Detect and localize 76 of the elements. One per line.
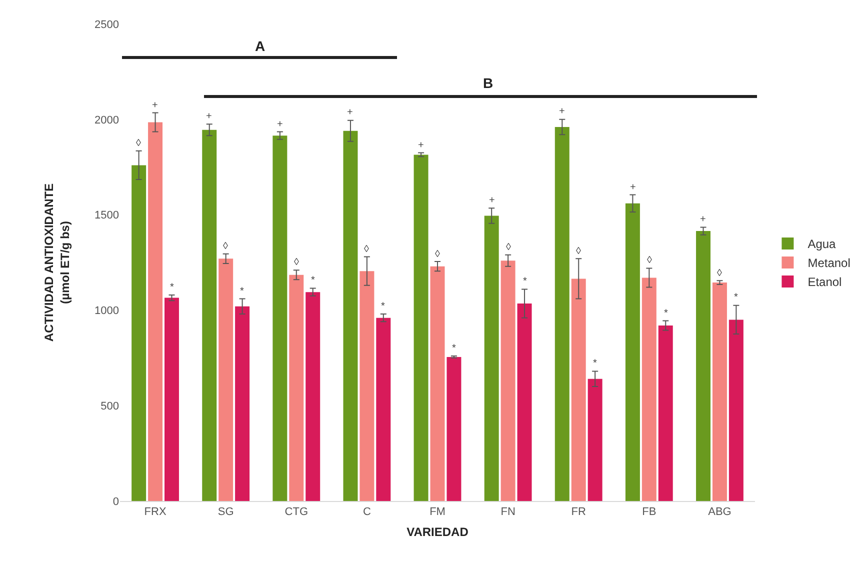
data-label: * xyxy=(170,282,174,293)
data-label: + xyxy=(277,119,283,130)
bar xyxy=(484,216,499,501)
x-tick-label: ABG xyxy=(708,506,732,518)
data-label: * xyxy=(240,286,244,297)
data-label: ◊ xyxy=(647,255,652,266)
data-label: + xyxy=(630,182,636,193)
bar xyxy=(658,325,673,501)
x-tick-label: FR xyxy=(571,506,586,518)
annotation: B xyxy=(483,75,494,91)
data-label: ◊ xyxy=(506,242,511,253)
bar xyxy=(360,271,374,501)
bar xyxy=(625,203,640,501)
y-tick-label: 2500 xyxy=(94,18,119,31)
data-label: * xyxy=(523,276,527,287)
bar xyxy=(554,127,570,501)
x-axis-title: VARIEDAD xyxy=(406,525,469,540)
data-label: * xyxy=(664,308,668,319)
bar xyxy=(202,130,217,501)
x-tick-label: FRX xyxy=(144,506,167,518)
y-tick-label: 1000 xyxy=(94,305,119,318)
data-label: * xyxy=(311,275,315,286)
legend-label: Agua xyxy=(808,237,836,252)
bar xyxy=(235,306,250,501)
x-tick-label: FN xyxy=(500,506,516,518)
bar xyxy=(132,165,146,501)
bar xyxy=(414,154,428,501)
data-label: ◊ xyxy=(294,257,299,268)
y-axis-title: ACTIVIDAD ANTIOXIDANTE (µmol ET/g bs) xyxy=(42,183,72,342)
data-label: * xyxy=(734,292,738,303)
bar xyxy=(218,258,234,501)
bar xyxy=(289,274,304,501)
bar xyxy=(164,298,179,501)
data-label: ◊ xyxy=(435,249,440,260)
bar xyxy=(517,304,532,501)
x-tick-label: SG xyxy=(218,506,234,518)
x-tick-label: FM xyxy=(430,506,446,518)
x-tick-label: C xyxy=(362,506,371,518)
bar xyxy=(446,356,462,501)
data-label: * xyxy=(452,343,456,354)
y-tick-label: 500 xyxy=(100,400,119,412)
y-tick-label: 0 xyxy=(112,496,119,508)
data-label: ◊ xyxy=(717,268,722,279)
data-label: + xyxy=(700,214,706,225)
bar xyxy=(588,378,602,501)
data-label: ◊ xyxy=(576,246,581,257)
data-label: ◊ xyxy=(136,138,141,149)
bar xyxy=(430,266,445,501)
data-label: * xyxy=(593,358,597,369)
data-label: + xyxy=(347,107,353,118)
bar xyxy=(712,282,727,501)
data-label: * xyxy=(381,301,385,312)
bar xyxy=(571,278,586,501)
data-label: + xyxy=(206,111,212,122)
x-tick-label: FB xyxy=(642,506,656,518)
bar xyxy=(272,136,288,501)
data-label: + xyxy=(559,106,565,117)
bar xyxy=(306,292,320,501)
bar xyxy=(642,278,656,501)
data-label: ◊ xyxy=(364,244,369,255)
x-tick-label: CTG xyxy=(284,506,308,518)
legend-label: Metanol xyxy=(808,256,850,270)
bar xyxy=(343,130,358,501)
y-tick-label: 2000 xyxy=(94,114,119,126)
data-label: + xyxy=(152,100,158,111)
annotation: A xyxy=(255,38,266,54)
bar xyxy=(728,320,744,501)
data-label: + xyxy=(489,195,495,206)
bar xyxy=(376,318,391,501)
legend-label: Etanol xyxy=(808,275,842,290)
bar xyxy=(696,231,710,501)
y-tick-label: 1500 xyxy=(94,210,119,222)
bar xyxy=(148,122,163,501)
data-label: ◊ xyxy=(223,241,228,252)
bar xyxy=(500,260,516,501)
data-label: + xyxy=(418,140,424,151)
